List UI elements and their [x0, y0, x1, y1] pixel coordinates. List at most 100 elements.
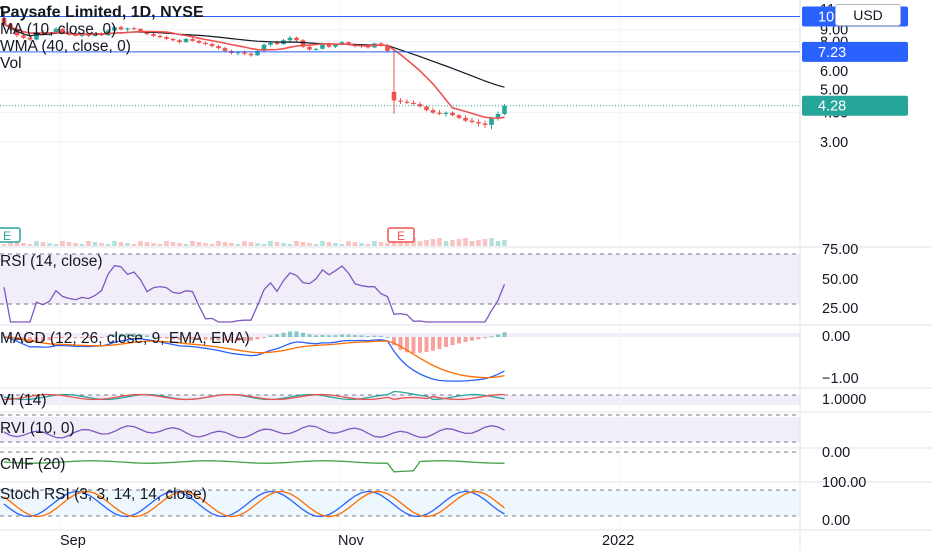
- candle: [125, 28, 130, 30]
- macd-histogram-bar: [262, 337, 266, 338]
- volume-bar: [53, 244, 59, 246]
- volume-bar: [138, 241, 143, 246]
- macd-histogram-bar: [119, 333, 123, 337]
- earnings-badge-frame: [387, 227, 415, 243]
- macd-histogram-bar: [392, 337, 396, 346]
- time-axis-label: 2022: [602, 533, 634, 549]
- macd-histogram-bar: [223, 337, 227, 341]
- volume-bar: [40, 242, 46, 246]
- volume-bar: [222, 242, 228, 246]
- volume-bar: [14, 242, 20, 246]
- price-axis-label: 5.00: [820, 83, 848, 99]
- candle: [60, 28, 65, 33]
- volume-bar: [216, 241, 221, 246]
- volume-bar: [125, 243, 130, 246]
- candle: [112, 27, 117, 31]
- candle: [92, 34, 98, 36]
- volume-bar: [469, 241, 475, 246]
- symbol-title: Paysafe Limited, 1D, NYSE: [0, 4, 204, 21]
- currency-button[interactable]: USD: [835, 4, 901, 26]
- volume-bar: [66, 242, 72, 246]
- macd-histogram-bar: [47, 337, 52, 341]
- earnings-badge: E: [0, 227, 21, 243]
- legend-rvi: RVI (10, 0): [0, 420, 75, 437]
- macd-histogram-bar: [177, 337, 182, 340]
- candle: [274, 42, 280, 45]
- macd-histogram-bar: [431, 337, 435, 351]
- volume-bar: [476, 240, 481, 246]
- candle: [21, 35, 26, 38]
- volume-bar: [151, 243, 156, 246]
- candle: [118, 27, 124, 30]
- volume-bar: [118, 242, 124, 246]
- lower-line-price-tag-text: 7.23: [818, 45, 846, 61]
- volume-bar: [287, 244, 293, 246]
- macd-histogram-bar: [190, 337, 195, 340]
- volume-bar: [443, 241, 449, 246]
- volume-bar: [112, 241, 117, 246]
- candle: [34, 32, 39, 40]
- macd-histogram-bar: [476, 337, 481, 340]
- candle: [437, 112, 442, 114]
- indicator-axis-label: 0.00: [822, 445, 850, 461]
- price-axis-label: 3.00: [820, 135, 848, 151]
- macd-histogram-bar: [158, 337, 162, 338]
- macd-histogram-bar: [197, 337, 201, 340]
- macd-histogram-bar: [41, 337, 45, 342]
- volume-bar: [8, 241, 13, 246]
- volume-bar: [502, 240, 507, 246]
- macd-histogram-bar: [67, 337, 71, 339]
- macd-histogram-bar: [60, 337, 65, 339]
- indicator-axis-label: −1.00: [822, 371, 859, 387]
- macd-histogram-bar: [281, 332, 286, 337]
- volume-bar: [450, 240, 455, 246]
- macd-histogram-bar: [353, 335, 357, 337]
- volume-bar: [398, 240, 403, 246]
- volume-bar: [157, 244, 163, 246]
- macd-histogram-bar: [112, 334, 117, 337]
- volume-bar: [196, 242, 202, 246]
- candle: [326, 44, 332, 47]
- volume-bar: [229, 243, 234, 246]
- candle: [424, 106, 429, 111]
- candle: [157, 35, 163, 38]
- macd-histogram-bar: [125, 333, 130, 337]
- volume-bar: [333, 243, 338, 246]
- macd-histogram-bar: [437, 337, 442, 350]
- candle: [53, 28, 59, 33]
- candle: [209, 44, 215, 47]
- volume-bar: [164, 241, 169, 246]
- volume-bar: [281, 243, 286, 246]
- last-price-tag: 4.28: [802, 95, 908, 116]
- earnings-badge-label: E: [397, 229, 405, 243]
- macd-histogram-bar: [502, 332, 507, 337]
- candle: [131, 28, 137, 30]
- volume-bar: [300, 242, 306, 246]
- macd-histogram-bar: [145, 335, 149, 337]
- volume-bar: [372, 241, 377, 246]
- candle: [196, 40, 202, 43]
- candle: [307, 46, 312, 50]
- time-axis-label: Nov: [338, 533, 365, 549]
- indicator-axis-label: 1.0000: [822, 392, 866, 408]
- macd-histogram-bar: [203, 337, 208, 340]
- macd-histogram-bar: [444, 337, 448, 348]
- macd-histogram-bar: [314, 335, 318, 337]
- volume-bar: [255, 243, 260, 246]
- legend-rsi: RSI (14, close): [0, 253, 103, 270]
- earnings-badge: E: [387, 227, 415, 243]
- candle: [261, 44, 267, 51]
- candle: [346, 42, 351, 45]
- volume-bar: [131, 244, 137, 246]
- macd-histogram-bar: [320, 334, 325, 337]
- volume-bar: [489, 238, 494, 246]
- macd-histogram-bar: [268, 335, 273, 337]
- macd-histogram-bar: [229, 337, 234, 342]
- macd-histogram-bar: [385, 336, 390, 338]
- volume-bar: [1, 244, 7, 246]
- candle: [333, 44, 338, 47]
- volume-bar: [495, 241, 501, 246]
- volume-bar: [463, 238, 468, 246]
- macd-histogram-bar: [86, 337, 91, 339]
